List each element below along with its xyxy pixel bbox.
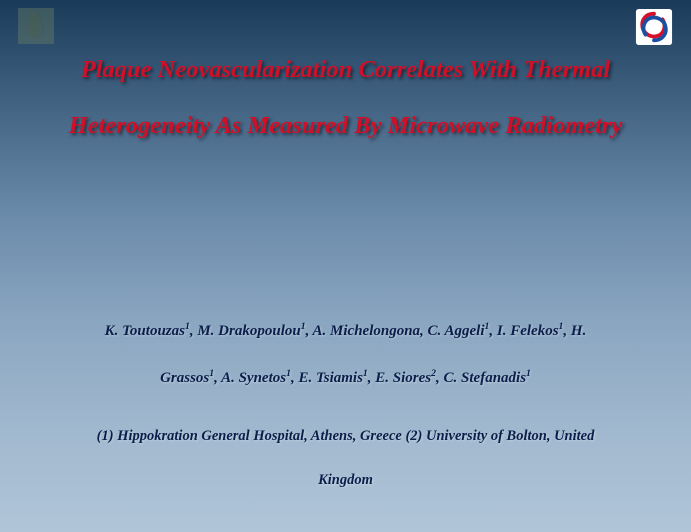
affiliation-block: (1) Hippokration General Hospital, Athen… — [18, 415, 673, 502]
statue-relief-icon — [18, 8, 54, 44]
affiliation-line-1: (1) Hippokration General Hospital, Athen… — [24, 415, 667, 459]
swirl-logo-icon — [635, 8, 673, 46]
title-block: Plaque Neovascularization Correlates Wit… — [18, 42, 673, 155]
title-line-1: Plaque Neovascularization Correlates Wit… — [28, 42, 663, 98]
affiliation-line-2: Kingdom — [24, 459, 667, 503]
authors-line-1: K. Toutouzas1, M. Drakopoulou1, A. Miche… — [24, 308, 667, 355]
authors-block: K. Toutouzas1, M. Drakopoulou1, A. Miche… — [18, 308, 673, 401]
slide-container: Plaque Neovascularization Correlates Wit… — [0, 0, 691, 532]
title-line-2: Heterogeneity As Measured By Microwave R… — [28, 98, 663, 154]
spacer — [18, 155, 673, 298]
authors-line-2: Grassos1, A. Synetos1, E. Tsiamis1, E. S… — [24, 355, 667, 402]
top-icon-row — [18, 8, 673, 46]
